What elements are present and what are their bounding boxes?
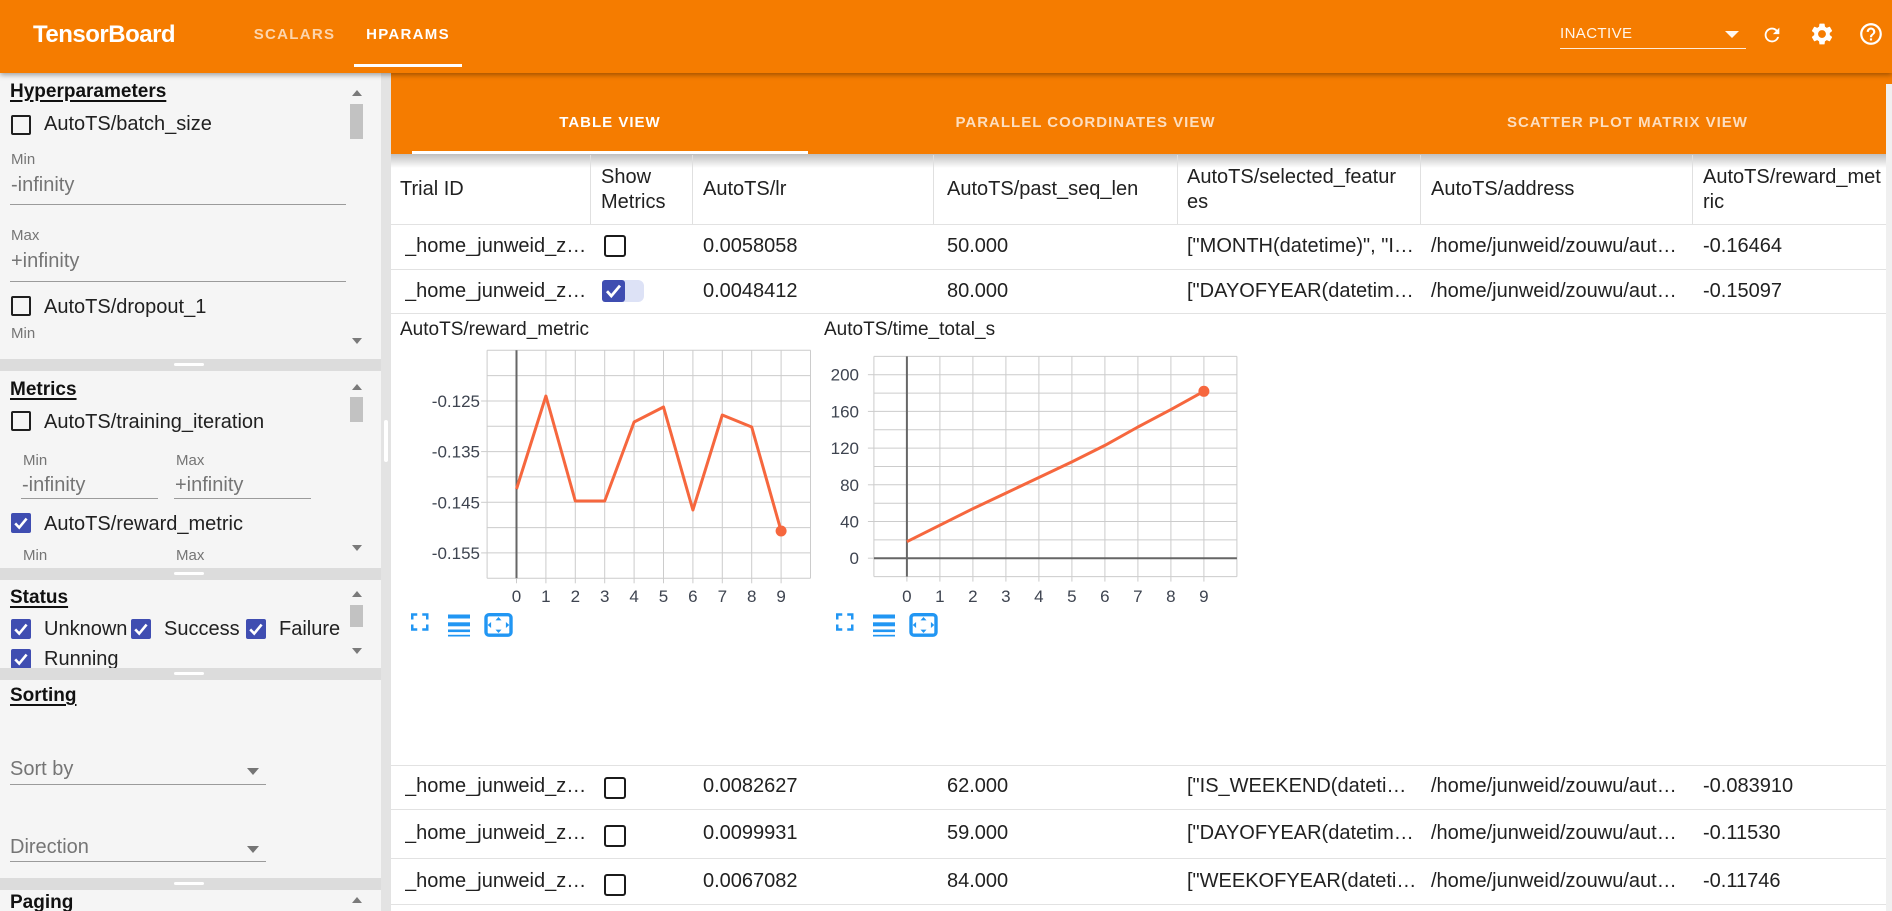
svg-text:-0.155: -0.155	[432, 544, 480, 563]
svg-text:0: 0	[512, 587, 521, 606]
svg-text:1: 1	[935, 587, 944, 606]
svg-text:80: 80	[840, 476, 859, 495]
svg-text:8: 8	[747, 587, 756, 606]
svg-text:2: 2	[968, 587, 977, 606]
svg-text:0: 0	[850, 549, 859, 568]
svg-text:6: 6	[688, 587, 697, 606]
svg-text:6: 6	[1100, 587, 1109, 606]
svg-text:5: 5	[1067, 587, 1076, 606]
svg-text:4: 4	[1034, 587, 1043, 606]
svg-text:40: 40	[840, 513, 859, 532]
svg-text:120: 120	[831, 439, 859, 458]
svg-text:1: 1	[541, 587, 550, 606]
svg-text:3: 3	[1001, 587, 1010, 606]
svg-text:4: 4	[629, 587, 638, 606]
svg-text:7: 7	[1133, 587, 1142, 606]
svg-text:-0.125: -0.125	[432, 392, 480, 411]
svg-text:8: 8	[1166, 587, 1175, 606]
svg-text:2: 2	[571, 587, 580, 606]
svg-text:7: 7	[718, 587, 727, 606]
svg-text:5: 5	[659, 587, 668, 606]
svg-text:0: 0	[902, 587, 911, 606]
svg-text:-0.145: -0.145	[432, 493, 480, 512]
svg-text:3: 3	[600, 587, 609, 606]
svg-text:9: 9	[776, 587, 785, 606]
svg-text:200: 200	[831, 366, 859, 385]
svg-text:9: 9	[1199, 587, 1208, 606]
svg-text:-0.135: -0.135	[432, 443, 480, 462]
svg-text:160: 160	[831, 402, 859, 421]
